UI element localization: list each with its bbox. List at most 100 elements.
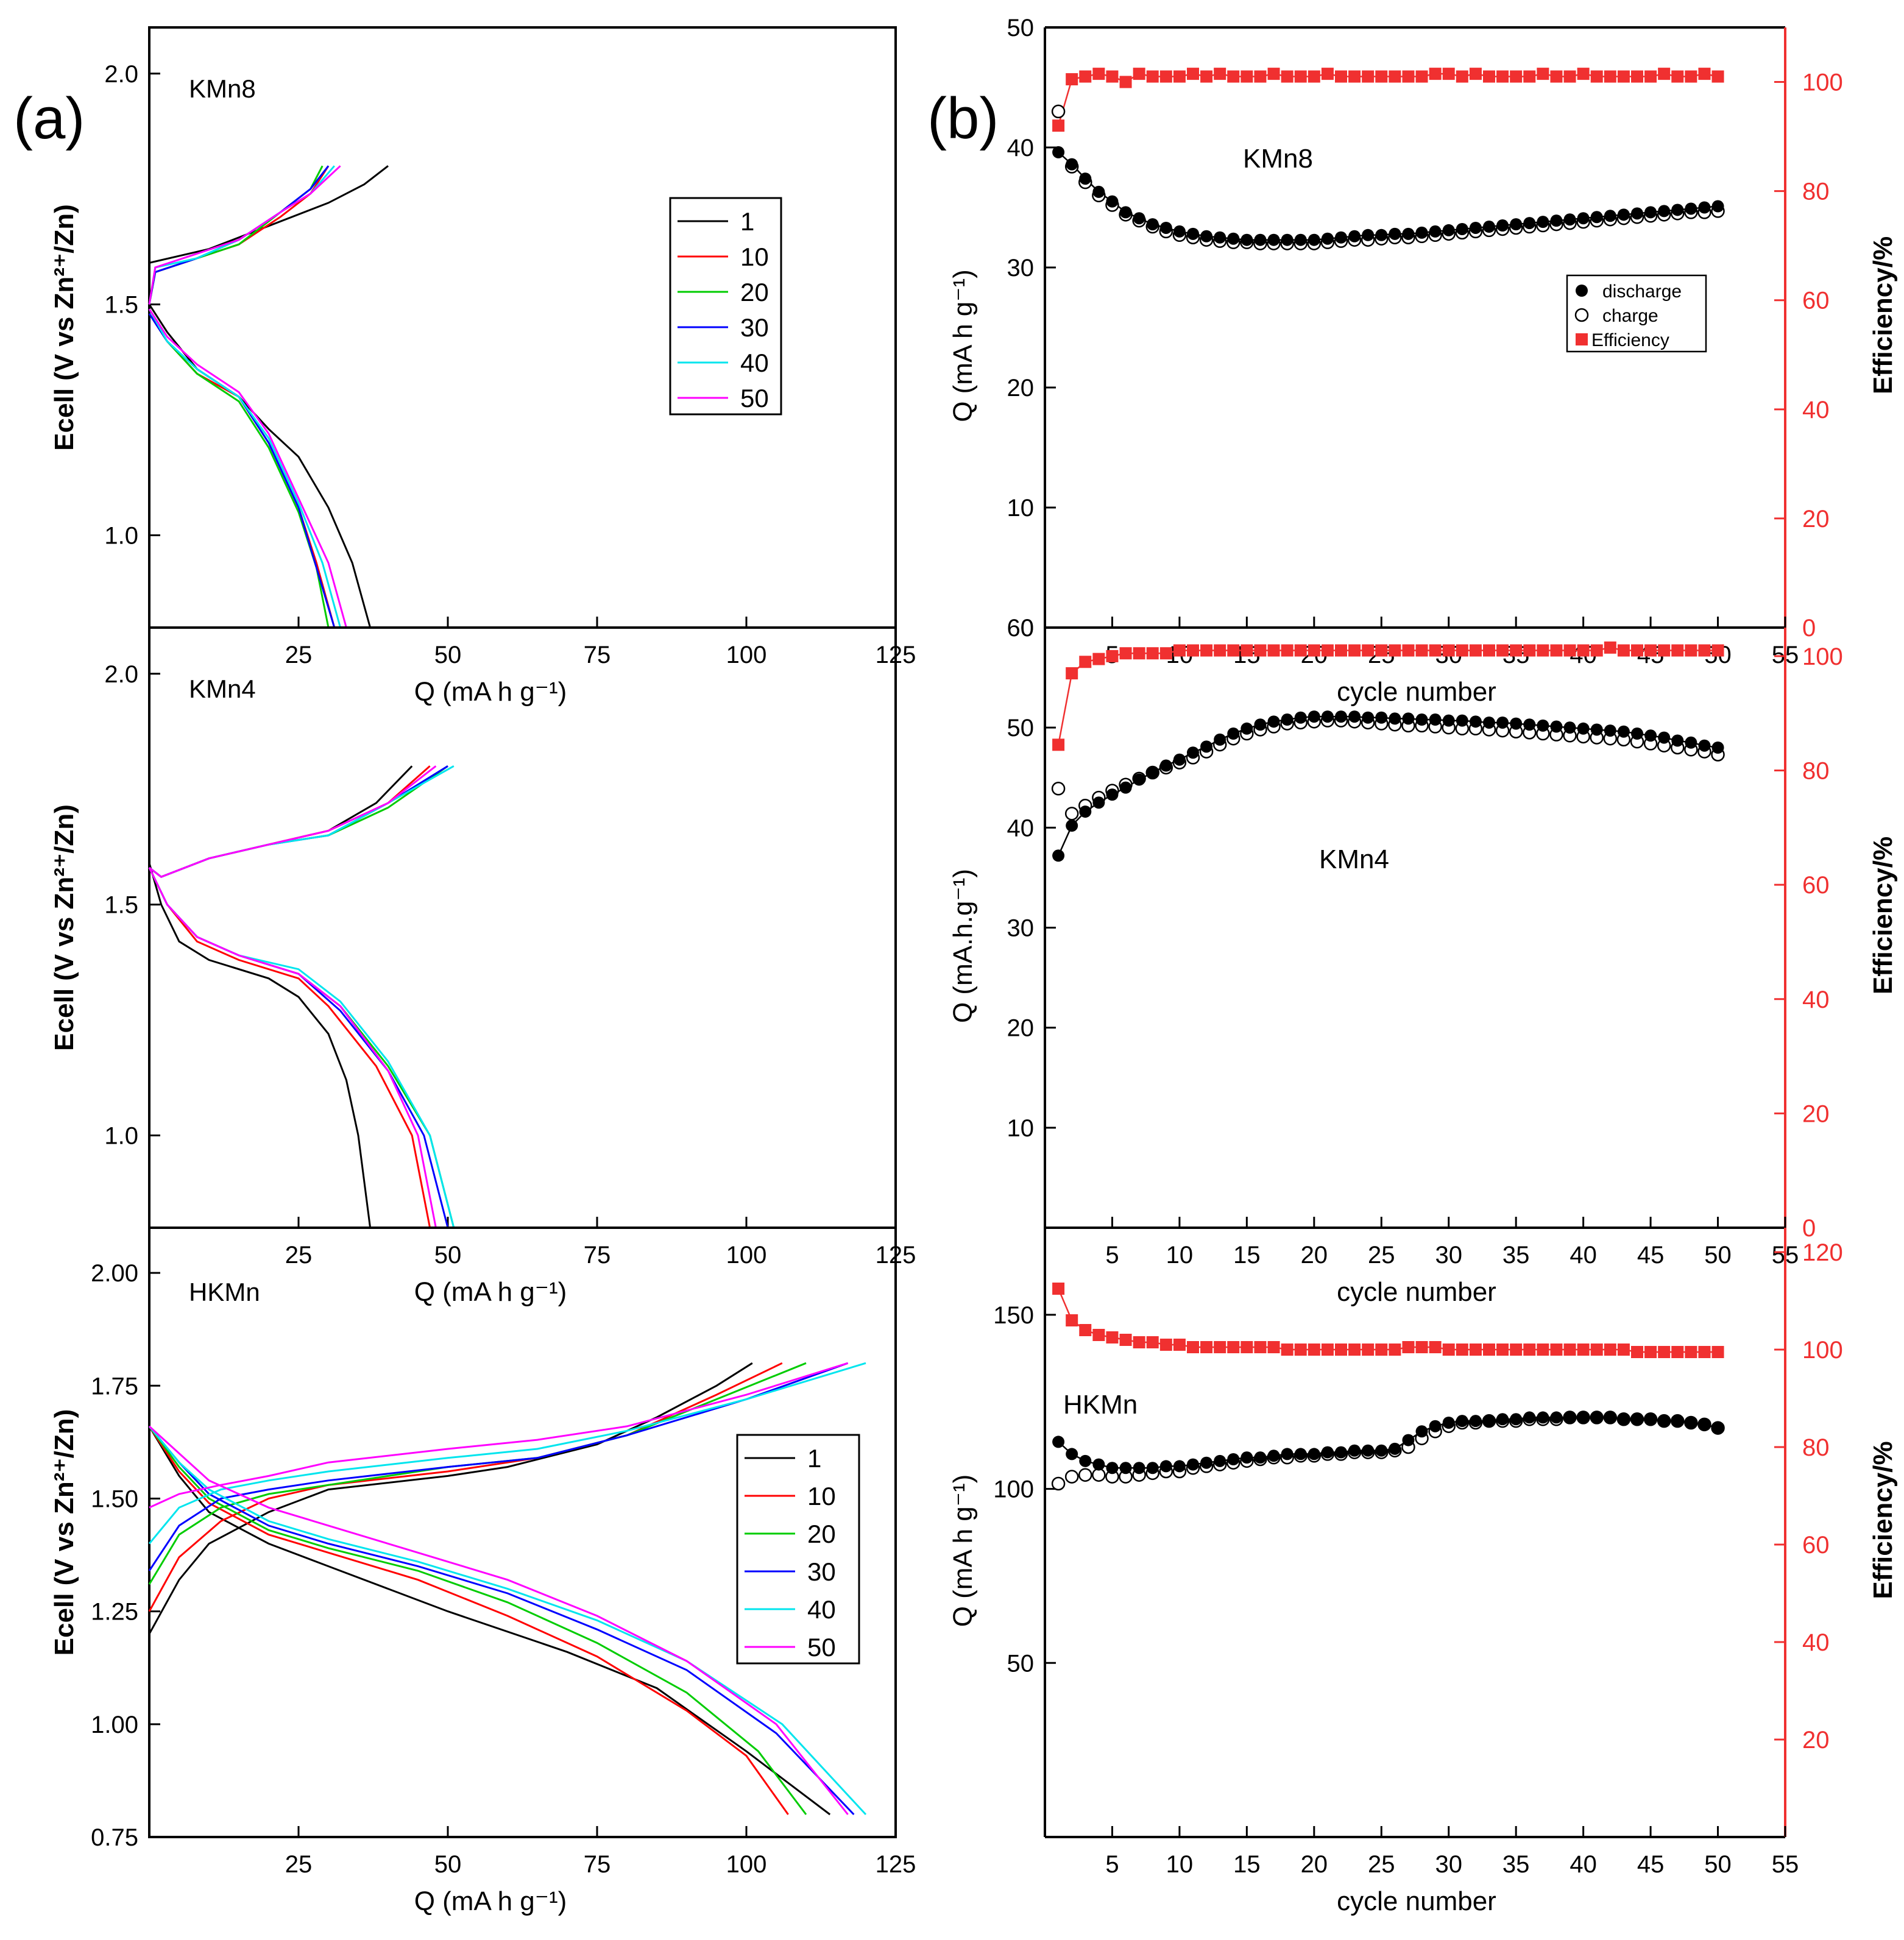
discharge-point (1173, 1460, 1186, 1473)
discharge-point (1631, 727, 1643, 740)
efficiency-point (1658, 68, 1671, 80)
efficiency-point (1348, 70, 1361, 83)
discharge-point (1402, 1434, 1415, 1446)
discharge-point (1240, 722, 1253, 735)
efficiency-point (1321, 644, 1334, 657)
efficiency-point (1402, 644, 1415, 657)
discharge-point (1631, 1413, 1643, 1426)
legend-discharge-marker (1576, 285, 1588, 297)
efficiency-point (1389, 644, 1401, 657)
discharge-point (1200, 230, 1213, 242)
cycling-chart-b1: 5101520253035404550550102030405002040608… (948, 15, 1898, 707)
efficiency-point (1066, 667, 1078, 680)
efficiency-point (1281, 644, 1294, 657)
discharge-point (1563, 213, 1576, 226)
discharge-point (1227, 1453, 1240, 1465)
y-axis-label: Q (mA h g⁻¹) (948, 269, 978, 422)
efficiency-point (1469, 68, 1482, 80)
x-tick-label: 30 (1435, 1851, 1462, 1878)
discharge-point (1214, 1454, 1226, 1467)
efficiency-point (1442, 1343, 1455, 1356)
efficiency-point (1537, 1343, 1549, 1356)
plot-frame (148, 1227, 897, 1838)
x-tick-label: 100 (726, 1851, 767, 1878)
discharge-point (1092, 185, 1105, 198)
discharge-point (1335, 1446, 1347, 1459)
discharge-point (1523, 217, 1536, 230)
curve-cycle-40-charge (149, 765, 455, 878)
efficiency-point (1321, 68, 1334, 80)
y2-tick-label: 20 (1802, 506, 1830, 533)
efficiency-point (1294, 644, 1307, 657)
efficiency-point (1577, 644, 1590, 657)
discharge-point (1644, 206, 1657, 219)
efficiency-point (1200, 644, 1213, 657)
y2-tick-label: 100 (1802, 643, 1843, 670)
x-tick-label: 30 (1435, 1242, 1462, 1269)
discharge-point (1214, 231, 1226, 244)
efficiency-point (1240, 644, 1253, 657)
discharge-point (1510, 218, 1523, 231)
efficiency-point (1214, 68, 1226, 80)
efficiency-point (1604, 1343, 1616, 1356)
efficiency-point (1429, 68, 1442, 80)
efficiency-point (1590, 644, 1603, 657)
efficiency-point (1079, 70, 1092, 83)
x-tick-label: 100 (726, 1242, 767, 1269)
discharge-point (1658, 205, 1671, 218)
efficiency-point (1415, 1341, 1428, 1353)
y-tick-label: 40 (1007, 135, 1035, 161)
efficiency-point (1335, 1343, 1347, 1356)
efficiency-point (1106, 1331, 1119, 1343)
efficiency-point (1711, 644, 1724, 657)
discharge-point (1133, 773, 1145, 786)
efficiency-point (1442, 644, 1455, 657)
y2-tick-label: 100 (1802, 1337, 1843, 1364)
efficiency-point (1133, 1336, 1145, 1348)
x-tick-label: 100 (726, 642, 767, 668)
discharge-point (1577, 212, 1590, 225)
efficiency-point (1066, 1314, 1078, 1326)
discharge-point (1119, 1462, 1132, 1474)
discharge-point (1146, 218, 1159, 231)
efficiency-point (1698, 1346, 1711, 1358)
discharge-point (1281, 713, 1294, 726)
y-axis-label: Q (mA h g⁻¹) (948, 1474, 978, 1627)
discharge-point (1429, 713, 1442, 726)
efficiency-point (1415, 70, 1428, 83)
discharge-point (1227, 727, 1240, 740)
efficiency-point (1362, 70, 1375, 83)
efficiency-point (1119, 647, 1132, 660)
efficiency-point (1415, 644, 1428, 657)
efficiency-point (1577, 1343, 1590, 1356)
discharge-point (1159, 221, 1172, 234)
discharge-point (1079, 805, 1092, 818)
x-tick-label: 50 (1704, 1242, 1732, 1269)
discharge-point (1469, 1415, 1482, 1428)
discharge-point (1469, 221, 1482, 234)
sample-label: KMn4 (1319, 844, 1389, 874)
curve-cycle-1-charge (149, 165, 389, 264)
discharge-point (1133, 1462, 1145, 1474)
x-axis-label: Q (mA h g⁻¹) (414, 1277, 567, 1307)
curve-cycle-10-charge (148, 165, 330, 305)
discharge-point (1456, 714, 1468, 727)
y-tick-label: 10 (1007, 495, 1035, 522)
curve-cycle-30-discharge (148, 867, 449, 1228)
y-tick-label: 1.75 (91, 1373, 138, 1400)
discharge-point (1644, 1413, 1657, 1426)
discharge-point (1348, 1444, 1361, 1457)
curve-cycle-10-charge (149, 765, 431, 878)
x-tick-label: 25 (285, 642, 313, 668)
discharge-point (1563, 721, 1576, 734)
x-tick-label: 10 (1166, 1851, 1194, 1878)
y-tick-label: 10 (1007, 1115, 1035, 1142)
discharge-point (1698, 739, 1711, 752)
efficiency-point (1362, 644, 1375, 657)
discharge-point (1133, 212, 1145, 225)
discharge-point (1267, 715, 1280, 728)
discharge-point (1092, 796, 1105, 809)
discharge-point (1294, 711, 1307, 724)
legend-label: 30 (807, 1557, 836, 1586)
curve-cycle-40-charge (148, 1362, 866, 1545)
